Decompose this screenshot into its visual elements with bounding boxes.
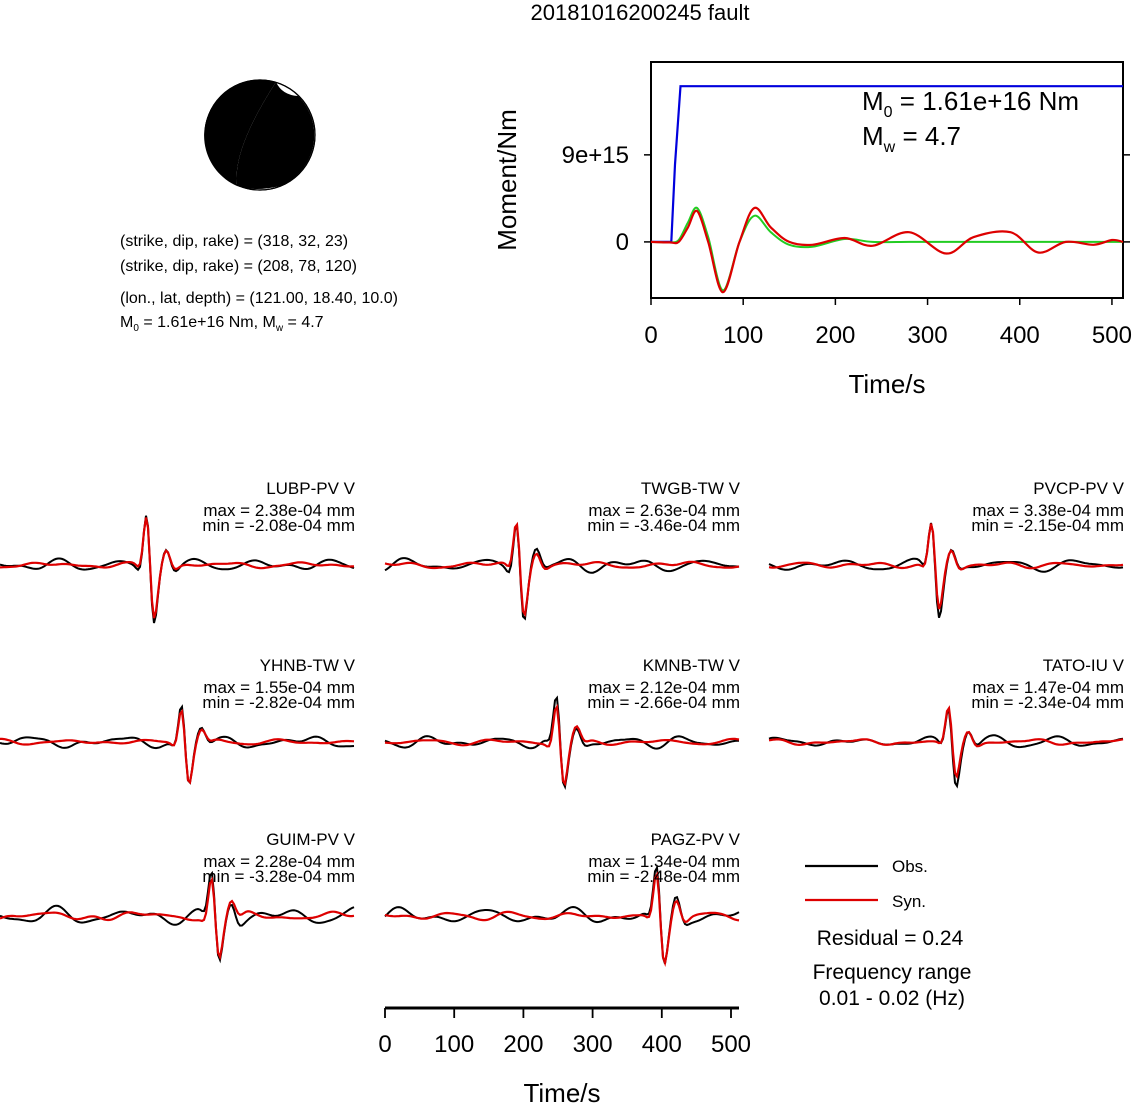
moment-x-tick-label: 300 [908, 322, 948, 349]
station-name: TATO-IU V [1043, 656, 1125, 675]
focal-mechanism-beachball [204, 79, 316, 191]
station-max: max = 2.28e-04 mm [203, 852, 355, 871]
station-min: min = -2.82e-04 mm [202, 693, 355, 712]
residual-text: Residual = 0.24 [817, 927, 964, 950]
frequency-value: 0.01 - 0.02 (Hz) [819, 987, 965, 1010]
waveform-obs-line [0, 870, 355, 964]
station-name: PAGZ-PV V [651, 830, 741, 849]
legend: Obs. Syn. Residual = 0.24 Frequency rang… [805, 857, 971, 1010]
mechanism-plane-1: (strike, dip, rake) = (318, 32, 23) [120, 233, 348, 250]
station-min: min = -3.46e-04 mm [587, 516, 740, 535]
station-name: KMNB-TW V [643, 656, 741, 675]
station-name: PVCP-PV V [1033, 479, 1124, 498]
station-min: min = -2.08e-04 mm [202, 516, 355, 535]
waveform-x-tick-label: 400 [642, 1031, 682, 1058]
waveform-obs-line [0, 704, 355, 785]
waveform-syn-line [768, 523, 1124, 610]
station-name: LUBP-PV V [266, 479, 355, 498]
station-min: min = -2.66e-04 mm [587, 693, 740, 712]
waveform-syn-line [0, 708, 355, 785]
station-min: min = -2.34e-04 mm [971, 693, 1124, 712]
waveform-x-tick-label: 100 [434, 1031, 474, 1058]
moment-x-label: Time/s [848, 369, 925, 399]
moment-x-tick-label: 100 [723, 322, 763, 349]
waveform-x-tick-label: 300 [573, 1031, 613, 1058]
moment-x-tick-label: 0 [644, 322, 657, 349]
station-min: min = -2.15e-04 mm [971, 516, 1124, 535]
figure-title: 20181016200245 fault [531, 0, 750, 25]
waveform-obs-line [0, 515, 355, 624]
station-min: min = -2.48e-04 mm [587, 867, 740, 886]
legend-syn-label: Syn. [892, 892, 926, 911]
moment-x-tick-label: 200 [815, 322, 855, 349]
station-name: GUIM-PV V [266, 830, 355, 849]
legend-obs-label: Obs. [892, 857, 928, 876]
station-max: max = 2.63e-04 mm [588, 501, 740, 520]
waveform-syn-line [384, 871, 740, 967]
moment-rate-red-line [650, 206, 1124, 294]
station-max: max = 2.12e-04 mm [588, 678, 740, 697]
waveform-x-tick-label: 500 [711, 1031, 751, 1058]
waveform-syn-line [384, 521, 740, 618]
moment-y-tick-label: 0 [616, 229, 629, 256]
station-max: max = 1.55e-04 mm [203, 678, 355, 697]
waveform-x-label: Time/s [523, 1078, 600, 1104]
moment-x-tick-label: 500 [1092, 322, 1132, 349]
station-name: YHNB-TW V [260, 656, 356, 675]
mechanism-location: (lon., lat, depth) = (121.00, 18.40, 10.… [120, 290, 398, 307]
waveform-syn-line [768, 705, 1124, 780]
station-max: max = 2.38e-04 mm [203, 501, 355, 520]
moment-rate-green-line [650, 206, 1123, 292]
mechanism-plane-2: (strike, dip, rake) = (208, 78, 120) [120, 258, 357, 275]
waveform-x-tick-label: 0 [378, 1031, 391, 1058]
mechanism-moment: M0 = 1.61e+16 Nm, Mw = 4.7 [120, 314, 324, 334]
moment-annotation-m0: M0 = 1.61e+16 Nm [862, 86, 1079, 121]
moment-x-tick-label: 400 [1000, 322, 1040, 349]
waveform-syn-line [0, 517, 354, 619]
waveform-syn-line [384, 703, 740, 787]
station-max: max = 3.38e-04 mm [972, 501, 1124, 520]
waveform-time-axis: 0 100 200 300 400 500 Time/s [378, 1006, 751, 1104]
waveform-syn-line [0, 876, 355, 961]
station-name: TWGB-TW V [641, 479, 741, 498]
station-max: max = 1.47e-04 mm [972, 678, 1124, 697]
waveform-x-tick-label: 200 [503, 1031, 543, 1058]
moment-y-label: Moment/Nm [492, 109, 522, 251]
frequency-label: Frequency range [813, 961, 972, 984]
waveform-obs-line [384, 522, 740, 621]
moment-y-tick-label: 9e+15 [562, 142, 629, 169]
station-max: max = 1.34e-04 mm [588, 852, 740, 871]
moment-annotation-mw: Mw = 4.7 [862, 121, 961, 156]
station-min: min = -3.28e-04 mm [202, 867, 355, 886]
